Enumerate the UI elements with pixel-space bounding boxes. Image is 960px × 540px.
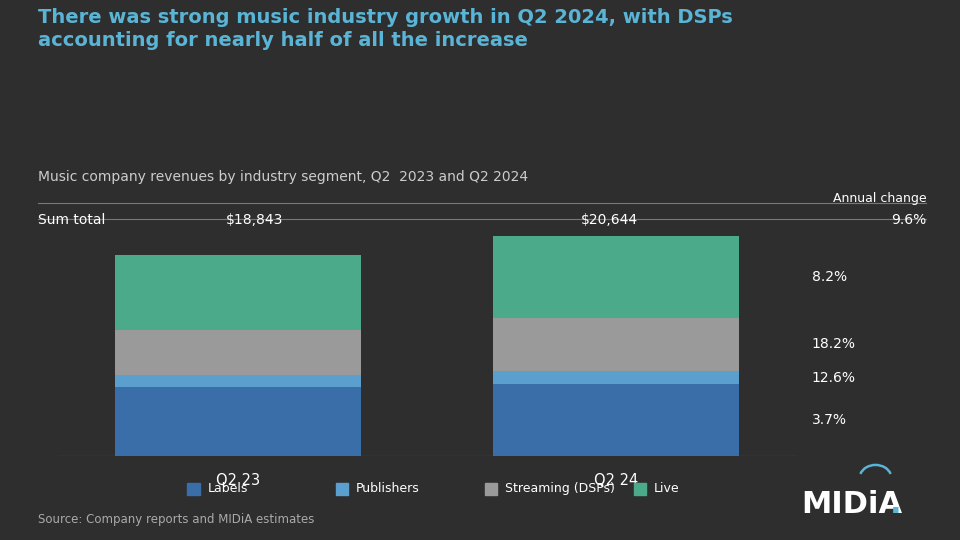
- Text: Q2 23: Q2 23: [216, 473, 260, 488]
- Text: 3.7%: 3.7%: [811, 414, 847, 427]
- Text: Sum total: Sum total: [38, 213, 106, 227]
- Text: Labels: Labels: [207, 482, 248, 495]
- Text: 8.2%: 8.2%: [811, 270, 847, 284]
- Text: Annual change: Annual change: [832, 192, 926, 205]
- Bar: [115, 330, 362, 375]
- Text: Q2 24: Q2 24: [594, 473, 638, 488]
- Text: 18.2%: 18.2%: [811, 337, 855, 351]
- Bar: [492, 370, 739, 384]
- Bar: [115, 387, 362, 456]
- Text: There was strong music industry growth in Q2 2024, with DSPs
accounting for near: There was strong music industry growth i…: [38, 8, 733, 50]
- Text: Streaming (DSPs): Streaming (DSPs): [505, 482, 614, 495]
- Bar: [492, 384, 739, 456]
- Text: Live: Live: [654, 482, 680, 495]
- Text: .: .: [890, 490, 901, 519]
- Text: Music company revenues by industry segment, Q2  2023 and Q2 2024: Music company revenues by industry segme…: [38, 170, 529, 184]
- Text: 12.6%: 12.6%: [811, 370, 855, 384]
- Bar: [492, 237, 739, 318]
- Bar: [115, 255, 362, 330]
- Text: MIDiA: MIDiA: [802, 490, 902, 519]
- Text: 9.6%: 9.6%: [891, 213, 926, 227]
- Bar: [115, 375, 362, 387]
- Text: $20,644: $20,644: [581, 213, 638, 227]
- Bar: [492, 318, 739, 370]
- Text: $18,843: $18,843: [226, 213, 283, 227]
- Text: Source: Company reports and MIDiA estimates: Source: Company reports and MIDiA estima…: [38, 514, 315, 526]
- Text: Publishers: Publishers: [356, 482, 420, 495]
